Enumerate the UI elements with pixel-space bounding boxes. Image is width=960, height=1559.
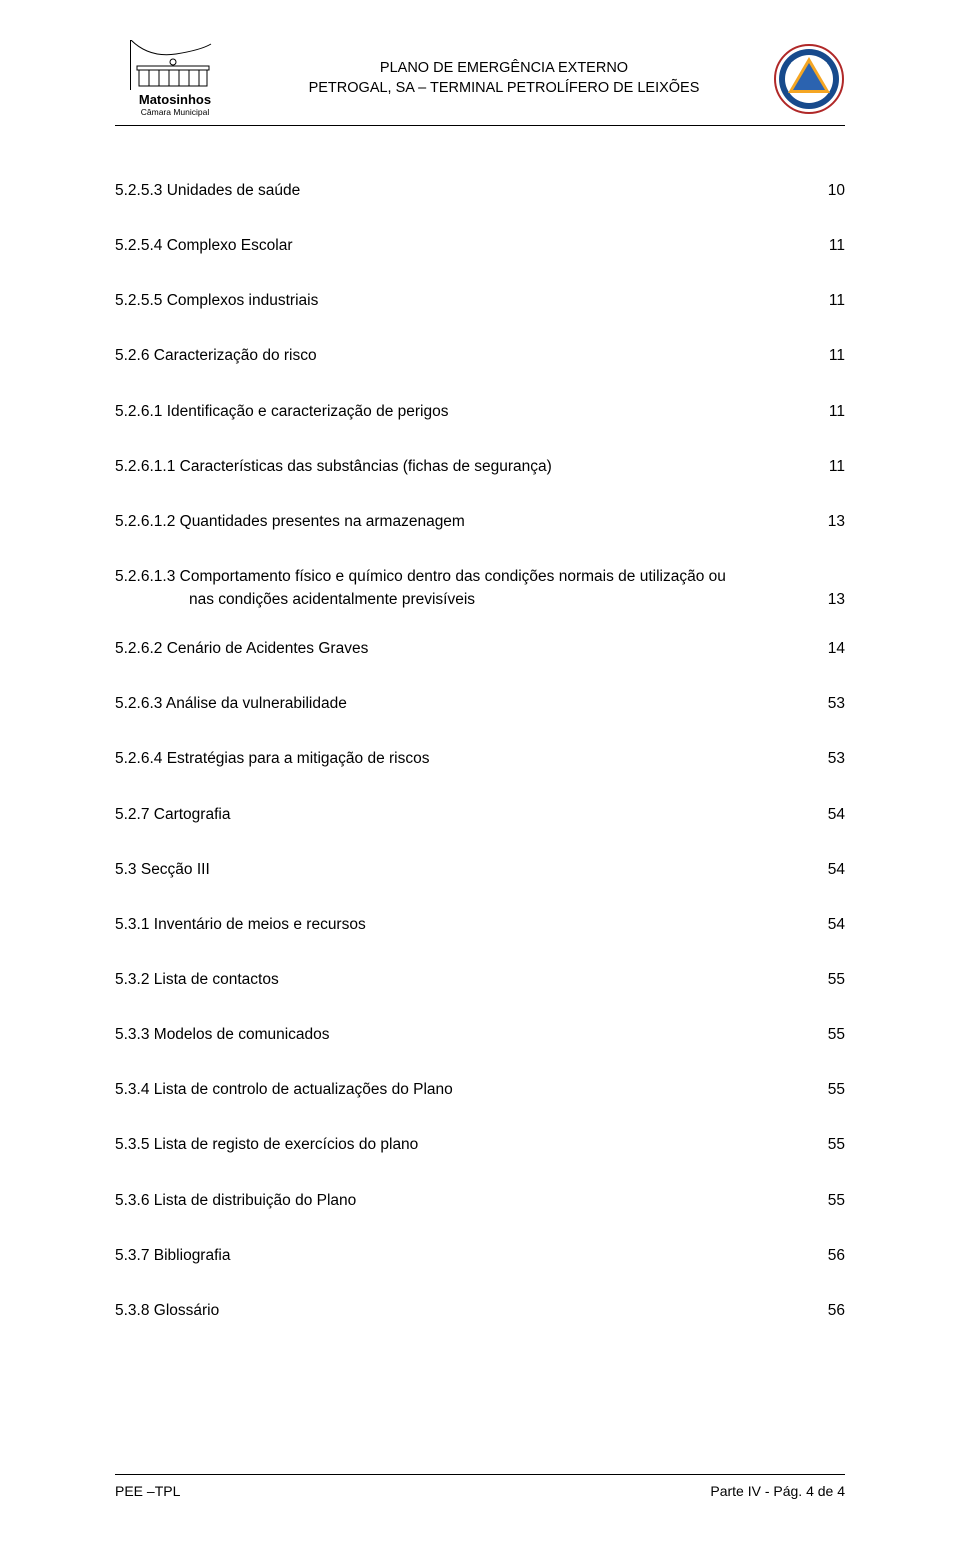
- toc-entry: 5.2.7 Cartografia54: [115, 805, 845, 825]
- header-rule: [115, 125, 845, 126]
- toc-entry-label: 5.3.8 Glossário: [115, 1301, 805, 1321]
- toc-entry-page: 11: [805, 402, 845, 422]
- toc-entry: 5.2.6.1.1 Características das substância…: [115, 457, 845, 477]
- toc-entry: 5.3.3 Modelos de comunicados55: [115, 1025, 845, 1045]
- toc-entry-label: 5.3.7 Bibliografia: [115, 1246, 805, 1266]
- toc-entry-label: 5.2.6.1 Identificação e caracterização d…: [115, 402, 805, 422]
- toc-entry-label: 5.3.2 Lista de contactos: [115, 970, 805, 990]
- toc-entry: 5.2.6 Caracterização do risco11: [115, 346, 845, 366]
- toc-entry: 5.2.6.4 Estratégias para a mitigação de …: [115, 749, 845, 769]
- toc-entry-page: 13: [805, 591, 845, 609]
- toc-entry: 5.2.5.3 Unidades de saúde10: [115, 181, 845, 201]
- toc-entry: 5.2.6.2 Cenário de Acidentes Graves14: [115, 639, 845, 659]
- toc-entry-label: 5.3.6 Lista de distribuição do Plano: [115, 1191, 805, 1211]
- toc-entry-label: 5.3.1 Inventário de meios e recursos: [115, 915, 805, 935]
- toc-entry-page: 11: [805, 236, 845, 256]
- toc-entry-label: 5.2.6.1.1 Características das substância…: [115, 457, 805, 477]
- toc-entry: 5.2.5.4 Complexo Escolar11: [115, 236, 845, 256]
- toc-entry-label: 5.2.5.4 Complexo Escolar: [115, 236, 805, 256]
- title-line-1: PLANO DE EMERGÊNCIA EXTERNO: [245, 59, 763, 79]
- toc-entry-label: 5.3.3 Modelos de comunicados: [115, 1025, 805, 1045]
- toc-entry-page: 11: [805, 291, 845, 311]
- toc-entry-page: 56: [805, 1301, 845, 1321]
- municipality-logo: Matosinhos Câmara Municipal: [115, 40, 235, 117]
- toc-entry-page: 55: [805, 1080, 845, 1100]
- toc-entry-page: 14: [805, 639, 845, 659]
- document-footer: PEE –TPL Parte IV - Pág. 4 de 4: [115, 1483, 845, 1499]
- toc-entry-page: 55: [805, 1135, 845, 1155]
- toc-entry-label: 5.3.5 Lista de registo de exercícios do …: [115, 1135, 805, 1155]
- table-of-contents: 5.2.5.3 Unidades de saúde10 5.2.5.4 Compl…: [115, 181, 845, 1434]
- toc-entry-page: 54: [805, 860, 845, 880]
- toc-entry-label: 5.2.6.1.2 Quantidades presentes na armaz…: [115, 512, 805, 532]
- toc-entry-page: 55: [805, 1191, 845, 1211]
- toc-entry-page: 11: [805, 457, 845, 477]
- toc-entry: 5.2.6.1.2 Quantidades presentes na armaz…: [115, 512, 845, 532]
- toc-entry-label: 5.2.6.1.3 Comportamento físico e químico…: [115, 567, 805, 587]
- toc-entry-label: 5.3.4 Lista de controlo de actualizações…: [115, 1080, 805, 1100]
- toc-entry-label: 5.2.6.3 Análise da vulnerabilidade: [115, 694, 805, 714]
- building-icon: [130, 40, 220, 90]
- toc-entry: 5.2.6.3 Análise da vulnerabilidade53: [115, 694, 845, 714]
- toc-entry-page: 11: [805, 346, 845, 366]
- footer-right: Parte IV - Pág. 4 de 4: [710, 1483, 845, 1499]
- toc-entry: 5.3.1 Inventário de meios e recursos54: [115, 915, 845, 935]
- toc-entry: 5.3.4 Lista de controlo de actualizações…: [115, 1080, 845, 1100]
- toc-entry-label: 5.2.6.4 Estratégias para a mitigação de …: [115, 749, 805, 769]
- document-header: Matosinhos Câmara Municipal PLANO DE EME…: [115, 40, 845, 117]
- toc-entry-page: 13: [805, 512, 845, 532]
- toc-entry: 5.3.7 Bibliografia56: [115, 1246, 845, 1266]
- toc-entry-page: 53: [805, 694, 845, 714]
- toc-entry-page: 53: [805, 749, 845, 769]
- toc-entry-page: 55: [805, 1025, 845, 1045]
- toc-entry-label: 5.2.5.3 Unidades de saúde: [115, 181, 805, 201]
- toc-entry-page: 10: [805, 181, 845, 201]
- title-line-2: PETROGAL, SA – TERMINAL PETROLÍFERO DE L…: [245, 79, 763, 99]
- toc-entry-page: 56: [805, 1246, 845, 1266]
- toc-entry-page: 54: [805, 805, 845, 825]
- toc-entry-label: 5.2.5.5 Complexos industriais: [115, 291, 805, 311]
- toc-entry: 5.2.6.1.3 Comportamento físico e químico…: [115, 567, 845, 587]
- toc-entry-continuation-text: nas condições acidentalmente previsíveis: [189, 591, 805, 609]
- toc-entry: 5.2.5.5 Complexos industriais11: [115, 291, 845, 311]
- toc-entry: 5.3 Secção III54: [115, 860, 845, 880]
- logo-title: Matosinhos: [139, 92, 211, 107]
- document-title: PLANO DE EMERGÊNCIA EXTERNO PETROGAL, SA…: [235, 59, 773, 98]
- footer-rule: [115, 1474, 845, 1475]
- toc-entry: 5.3.2 Lista de contactos55: [115, 970, 845, 990]
- toc-entry-page: 55: [805, 970, 845, 990]
- logo-subtitle: Câmara Municipal: [141, 107, 210, 117]
- toc-entry-label: 5.2.6 Caracterização do risco: [115, 346, 805, 366]
- toc-entry: 5.3.6 Lista de distribuição do Plano55: [115, 1191, 845, 1211]
- toc-entry: 5.2.6.1 Identificação e caracterização d…: [115, 402, 845, 422]
- toc-entry: 5.3.8 Glossário56: [115, 1301, 845, 1321]
- toc-entry: 5.3.5 Lista de registo de exercícios do …: [115, 1135, 845, 1155]
- civil-protection-badge-icon: [773, 43, 845, 115]
- toc-entry-page: 54: [805, 915, 845, 935]
- toc-entry-label: 5.2.7 Cartografia: [115, 805, 805, 825]
- toc-entry-label: 5.3 Secção III: [115, 860, 805, 880]
- toc-entry-continuation: nas condições acidentalmente previsíveis…: [115, 591, 845, 609]
- toc-entry-label: 5.2.6.2 Cenário de Acidentes Graves: [115, 639, 805, 659]
- footer-left: PEE –TPL: [115, 1483, 180, 1499]
